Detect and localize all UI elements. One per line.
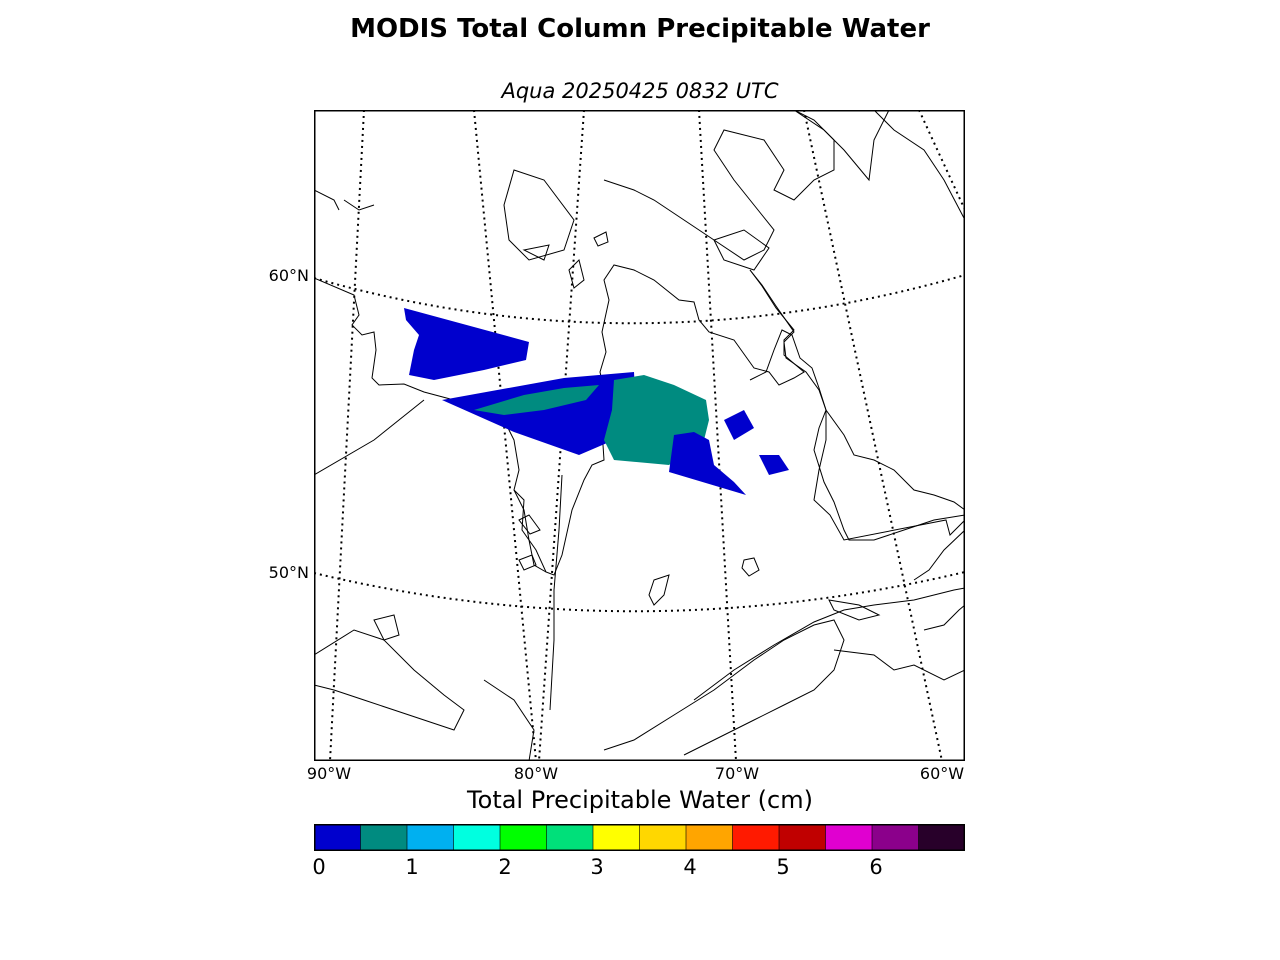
meridian-90w	[329, 110, 365, 761]
hudson-bay-east-islands	[314, 189, 375, 211]
swath-labrador-patch	[759, 455, 789, 475]
meridian-70w-real	[698, 110, 737, 761]
colorbar-cell-11	[825, 824, 873, 851]
colorbar-cell-8	[685, 824, 734, 851]
st-lawrence	[603, 619, 845, 756]
labrador-coast	[749, 269, 965, 541]
map-title: MODIS Total Column Precipitable Water	[350, 14, 930, 44]
map-panel	[314, 110, 965, 761]
lon-label-80w: 80°W	[513, 764, 559, 783]
colorbar-cells	[314, 824, 965, 851]
anticosti-island	[828, 599, 881, 621]
swath-east-patch	[724, 410, 754, 440]
quebec-labrador-border	[813, 410, 965, 541]
colorbar-cell-4	[499, 824, 548, 851]
meridian-70w	[538, 110, 585, 761]
swath-east-blue	[669, 432, 746, 495]
colorbar-tick-6: 6	[869, 855, 883, 879]
colorbar-cell-1	[360, 824, 408, 851]
meridian-80w	[473, 110, 537, 761]
belcher-islands	[518, 514, 541, 535]
lat-label-50n: 50°N	[268, 563, 309, 582]
greenland-edge	[873, 110, 965, 221]
nottingham-island	[593, 231, 609, 247]
swath-west-teal	[474, 385, 599, 415]
coastlines	[314, 110, 965, 761]
lat-label-60n: 60°N	[268, 266, 309, 285]
pei-novascotia	[833, 649, 965, 681]
baffin-south	[603, 110, 835, 261]
lake-mistassini	[648, 574, 670, 606]
newfoundland-coast	[913, 529, 965, 631]
meta-incognita	[713, 229, 770, 271]
colorbar-cell-13	[918, 824, 965, 851]
great-lakes-superior	[314, 629, 465, 731]
meridian-60w	[803, 110, 943, 761]
labrador-peninsula-outline	[749, 329, 965, 511]
colorbar-cell-0	[314, 824, 362, 851]
great-lakes-huron	[483, 679, 535, 761]
colorbar-tick-5: 5	[776, 855, 790, 879]
colorbar	[314, 824, 965, 851]
james-bay-coast	[513, 489, 547, 573]
hudson-bay-coast	[314, 264, 805, 576]
colorbar-tick-2: 2	[498, 855, 512, 879]
colorbar-tick-4: 4	[683, 855, 697, 879]
colorbar-tick-1: 1	[405, 855, 419, 879]
map-border	[314, 110, 965, 761]
reservoir-manicouagan	[741, 557, 760, 577]
mansel-island	[568, 259, 585, 289]
meridian-55w	[918, 110, 965, 211]
colorbar-cell-2	[406, 824, 455, 851]
tpw-swath	[404, 308, 789, 495]
colorbar-cell-9	[732, 824, 780, 851]
graticule	[314, 110, 965, 761]
parallel-50n	[314, 571, 965, 613]
map-subtitle: Aqua 20250425 0832 UTC	[501, 79, 779, 103]
colorbar-tick-3: 3	[590, 855, 604, 879]
colorbar-cell-3	[453, 824, 501, 851]
colorbar-tick-0: 0	[312, 855, 326, 879]
akimiski-island	[518, 554, 537, 571]
colorbar-cell-12	[871, 824, 920, 851]
lon-label-90w: 90°W	[306, 764, 352, 783]
southampton-island	[503, 169, 575, 261]
lake-nipigon	[373, 614, 400, 641]
coats-island	[522, 244, 550, 261]
colorbar-cell-6	[592, 824, 641, 851]
st-lawrence-north-shore	[693, 587, 965, 701]
colorbar-border	[314, 824, 965, 851]
lon-label-60w: 60°W	[919, 764, 965, 783]
colorbar-cell-5	[546, 824, 594, 851]
colorbar-cell-7	[639, 824, 687, 851]
colorbar-title: Total Precipitable Water (cm)	[467, 786, 813, 814]
lon-label-70w: 70°W	[714, 764, 760, 783]
ontario-quebec-border	[549, 474, 563, 711]
colorbar-cell-10	[778, 824, 827, 851]
hall-peninsula	[793, 110, 890, 182]
ontario-manitoba-border	[314, 399, 425, 476]
swath-west-blue	[404, 308, 529, 380]
